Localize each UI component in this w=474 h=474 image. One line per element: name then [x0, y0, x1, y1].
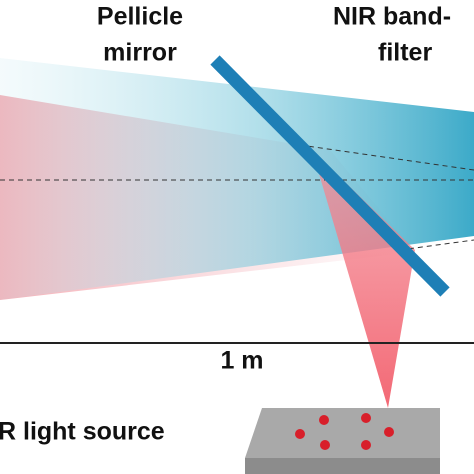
led — [295, 429, 305, 439]
led — [361, 413, 371, 423]
led-dots — [295, 413, 394, 450]
filter-label: NIR band- — [333, 3, 451, 31]
led — [320, 440, 330, 450]
led — [319, 415, 329, 425]
platform-top — [245, 408, 440, 458]
filter-label: filter — [378, 39, 432, 67]
dashed-ray — [299, 144, 474, 171]
pellicle-mirror — [210, 55, 450, 297]
led — [361, 440, 371, 450]
led — [384, 427, 394, 437]
platform-side — [245, 458, 440, 474]
pellicle-label: Pellicle — [97, 3, 183, 31]
dashed-ray — [399, 239, 474, 251]
source-label: R light source — [0, 418, 165, 446]
pellicle-label: mirror — [103, 39, 177, 67]
scale-label: 1 m — [220, 347, 263, 375]
